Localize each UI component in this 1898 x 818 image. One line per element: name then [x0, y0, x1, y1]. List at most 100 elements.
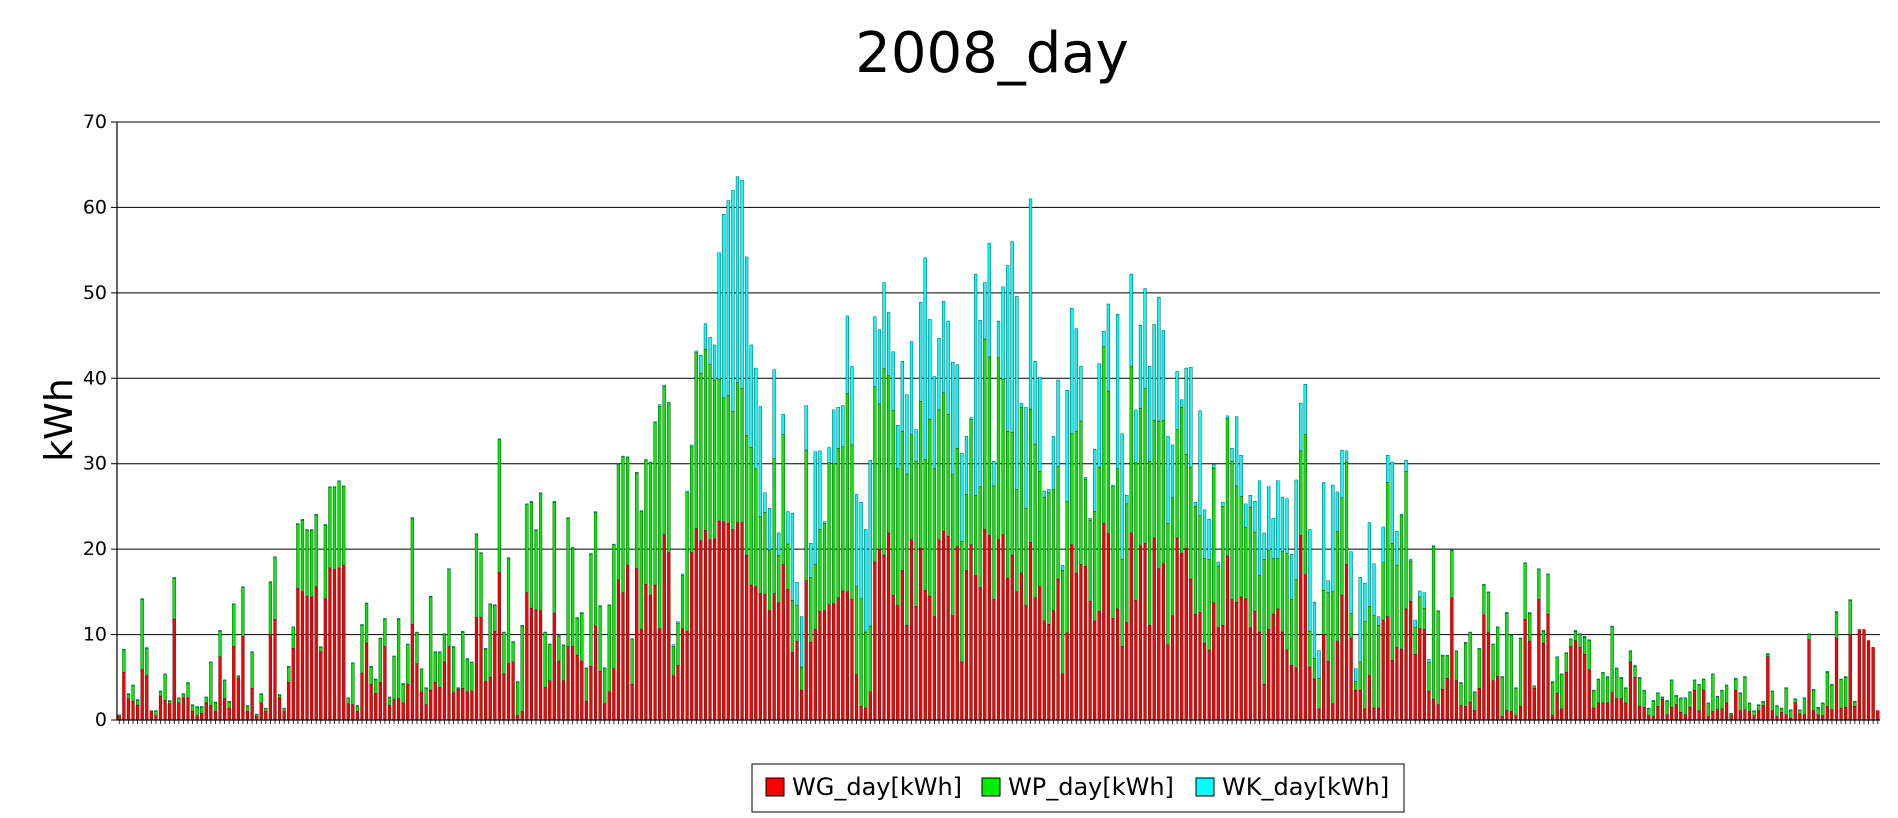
bar-wk-378	[1844, 676, 1848, 678]
bar-wk-24	[223, 679, 227, 681]
bar-wk-121	[667, 402, 671, 405]
bar-wk-44	[314, 513, 318, 516]
bar-wg-146	[781, 564, 785, 721]
bar-wk-132	[717, 252, 721, 380]
bar-wp-51	[346, 698, 350, 704]
bar-wg-260	[1303, 574, 1307, 721]
bar-wp-232	[1175, 429, 1179, 539]
bar-wg-329	[1619, 698, 1623, 721]
bar-wg-94	[543, 687, 547, 721]
bar-wk-49	[337, 480, 341, 482]
bar-wg-210	[1074, 572, 1078, 721]
bar-wg-385	[1876, 710, 1880, 721]
bar-wp-175	[914, 460, 918, 607]
bar-wg-99	[566, 646, 570, 721]
bar-wp-364	[1779, 708, 1784, 713]
bar-wg-160	[845, 591, 849, 721]
bar-wg-292	[1450, 597, 1454, 721]
bar-wk-309	[1528, 612, 1532, 614]
bar-wk-279	[1390, 461, 1394, 544]
bar-wk-220	[1120, 433, 1124, 560]
bar-wk-371	[1812, 689, 1816, 691]
bar-wg-46	[323, 598, 327, 721]
bar-wk-291	[1445, 654, 1449, 657]
bar-wp-93	[538, 493, 543, 611]
bar-wg-104	[589, 666, 593, 721]
bar-wk-39	[291, 626, 295, 628]
bar-wp-279	[1390, 542, 1394, 661]
bar-wp-303	[1500, 677, 1504, 717]
bar-wg-281	[1399, 648, 1404, 721]
bar-wp-22	[213, 702, 218, 712]
bar-wk-138	[745, 256, 749, 436]
bar-wg-304	[1505, 710, 1509, 721]
bar-wp-348	[1706, 703, 1710, 717]
bar-wp-123	[676, 623, 680, 666]
bar-wg-317	[1564, 671, 1568, 721]
bar-wp-103	[584, 668, 588, 702]
bar-wp-2	[122, 649, 126, 673]
bar-wk-353	[1729, 712, 1733, 715]
bar-wk-208	[1065, 390, 1069, 502]
bar-wg-4	[131, 701, 135, 721]
bar-wp-5	[136, 700, 140, 706]
bar-wg-360	[1761, 705, 1765, 721]
bar-wg-345	[1692, 689, 1697, 721]
bar-wk-149	[795, 582, 799, 606]
bar-wp-337	[1656, 693, 1660, 707]
bar-wp-25	[227, 701, 231, 709]
bar-wk-266	[1331, 484, 1335, 593]
bar-wk-380	[1853, 701, 1857, 703]
bar-wg-136	[735, 522, 740, 721]
bar-wg-285	[1418, 628, 1422, 721]
bar-wp-365	[1784, 688, 1788, 716]
bar-wk-73	[447, 568, 451, 570]
bar-wg-226	[1148, 624, 1152, 721]
bar-wk-15	[181, 693, 185, 695]
bar-wk-320	[1578, 633, 1582, 635]
bar-wk-252	[1267, 486, 1271, 552]
bar-wk-171	[896, 425, 900, 470]
bar-wp-310	[1532, 686, 1536, 689]
bar-wp-134	[726, 395, 730, 524]
bar-wp-126	[690, 446, 694, 553]
bar-wg-117	[648, 595, 653, 721]
bar-wk-93	[538, 492, 543, 494]
bar-wp-226	[1148, 460, 1152, 626]
bar-wg-253	[1271, 613, 1275, 721]
bar-wg-269	[1344, 564, 1349, 721]
bar-wp-231	[1170, 497, 1175, 616]
bar-wk-61	[392, 655, 396, 657]
bar-wg-75	[456, 689, 460, 721]
bar-wk-202	[1038, 377, 1042, 472]
bar-wk-269	[1344, 450, 1349, 463]
bar-wk-323	[1592, 689, 1596, 692]
bar-wk-267	[1335, 491, 1339, 532]
chart-title: 2008_day	[855, 21, 1129, 86]
bar-wk-134	[726, 200, 730, 396]
bar-wg-138	[745, 554, 749, 721]
bar-wp-353	[1729, 713, 1733, 716]
bar-wp-367	[1793, 699, 1797, 704]
bar-wp-238	[1202, 558, 1207, 644]
axes	[116, 122, 1880, 721]
bar-wk-68	[424, 687, 428, 689]
bar-wg-66	[415, 663, 419, 721]
bar-wg-10	[158, 695, 163, 721]
bar-wg-73	[447, 646, 451, 721]
bar-wk-89	[520, 624, 524, 627]
bar-wp-107	[603, 668, 607, 704]
bar-wk-265	[1326, 580, 1330, 593]
y-tick-label: 60	[83, 196, 107, 218]
bar-wp-70	[433, 652, 437, 683]
bar-wk-257	[1289, 554, 1294, 600]
bar-wp-352	[1725, 685, 1729, 704]
bar-wk-107	[603, 667, 607, 669]
bar-wp-267	[1335, 531, 1339, 642]
bar-wk-124	[680, 573, 685, 576]
bar-wp-240	[1212, 467, 1216, 604]
bar-wg-354	[1734, 689, 1738, 721]
bar-wg-250	[1257, 631, 1262, 721]
bar-wg-17	[190, 711, 195, 721]
bar-wk-215	[1097, 363, 1101, 468]
